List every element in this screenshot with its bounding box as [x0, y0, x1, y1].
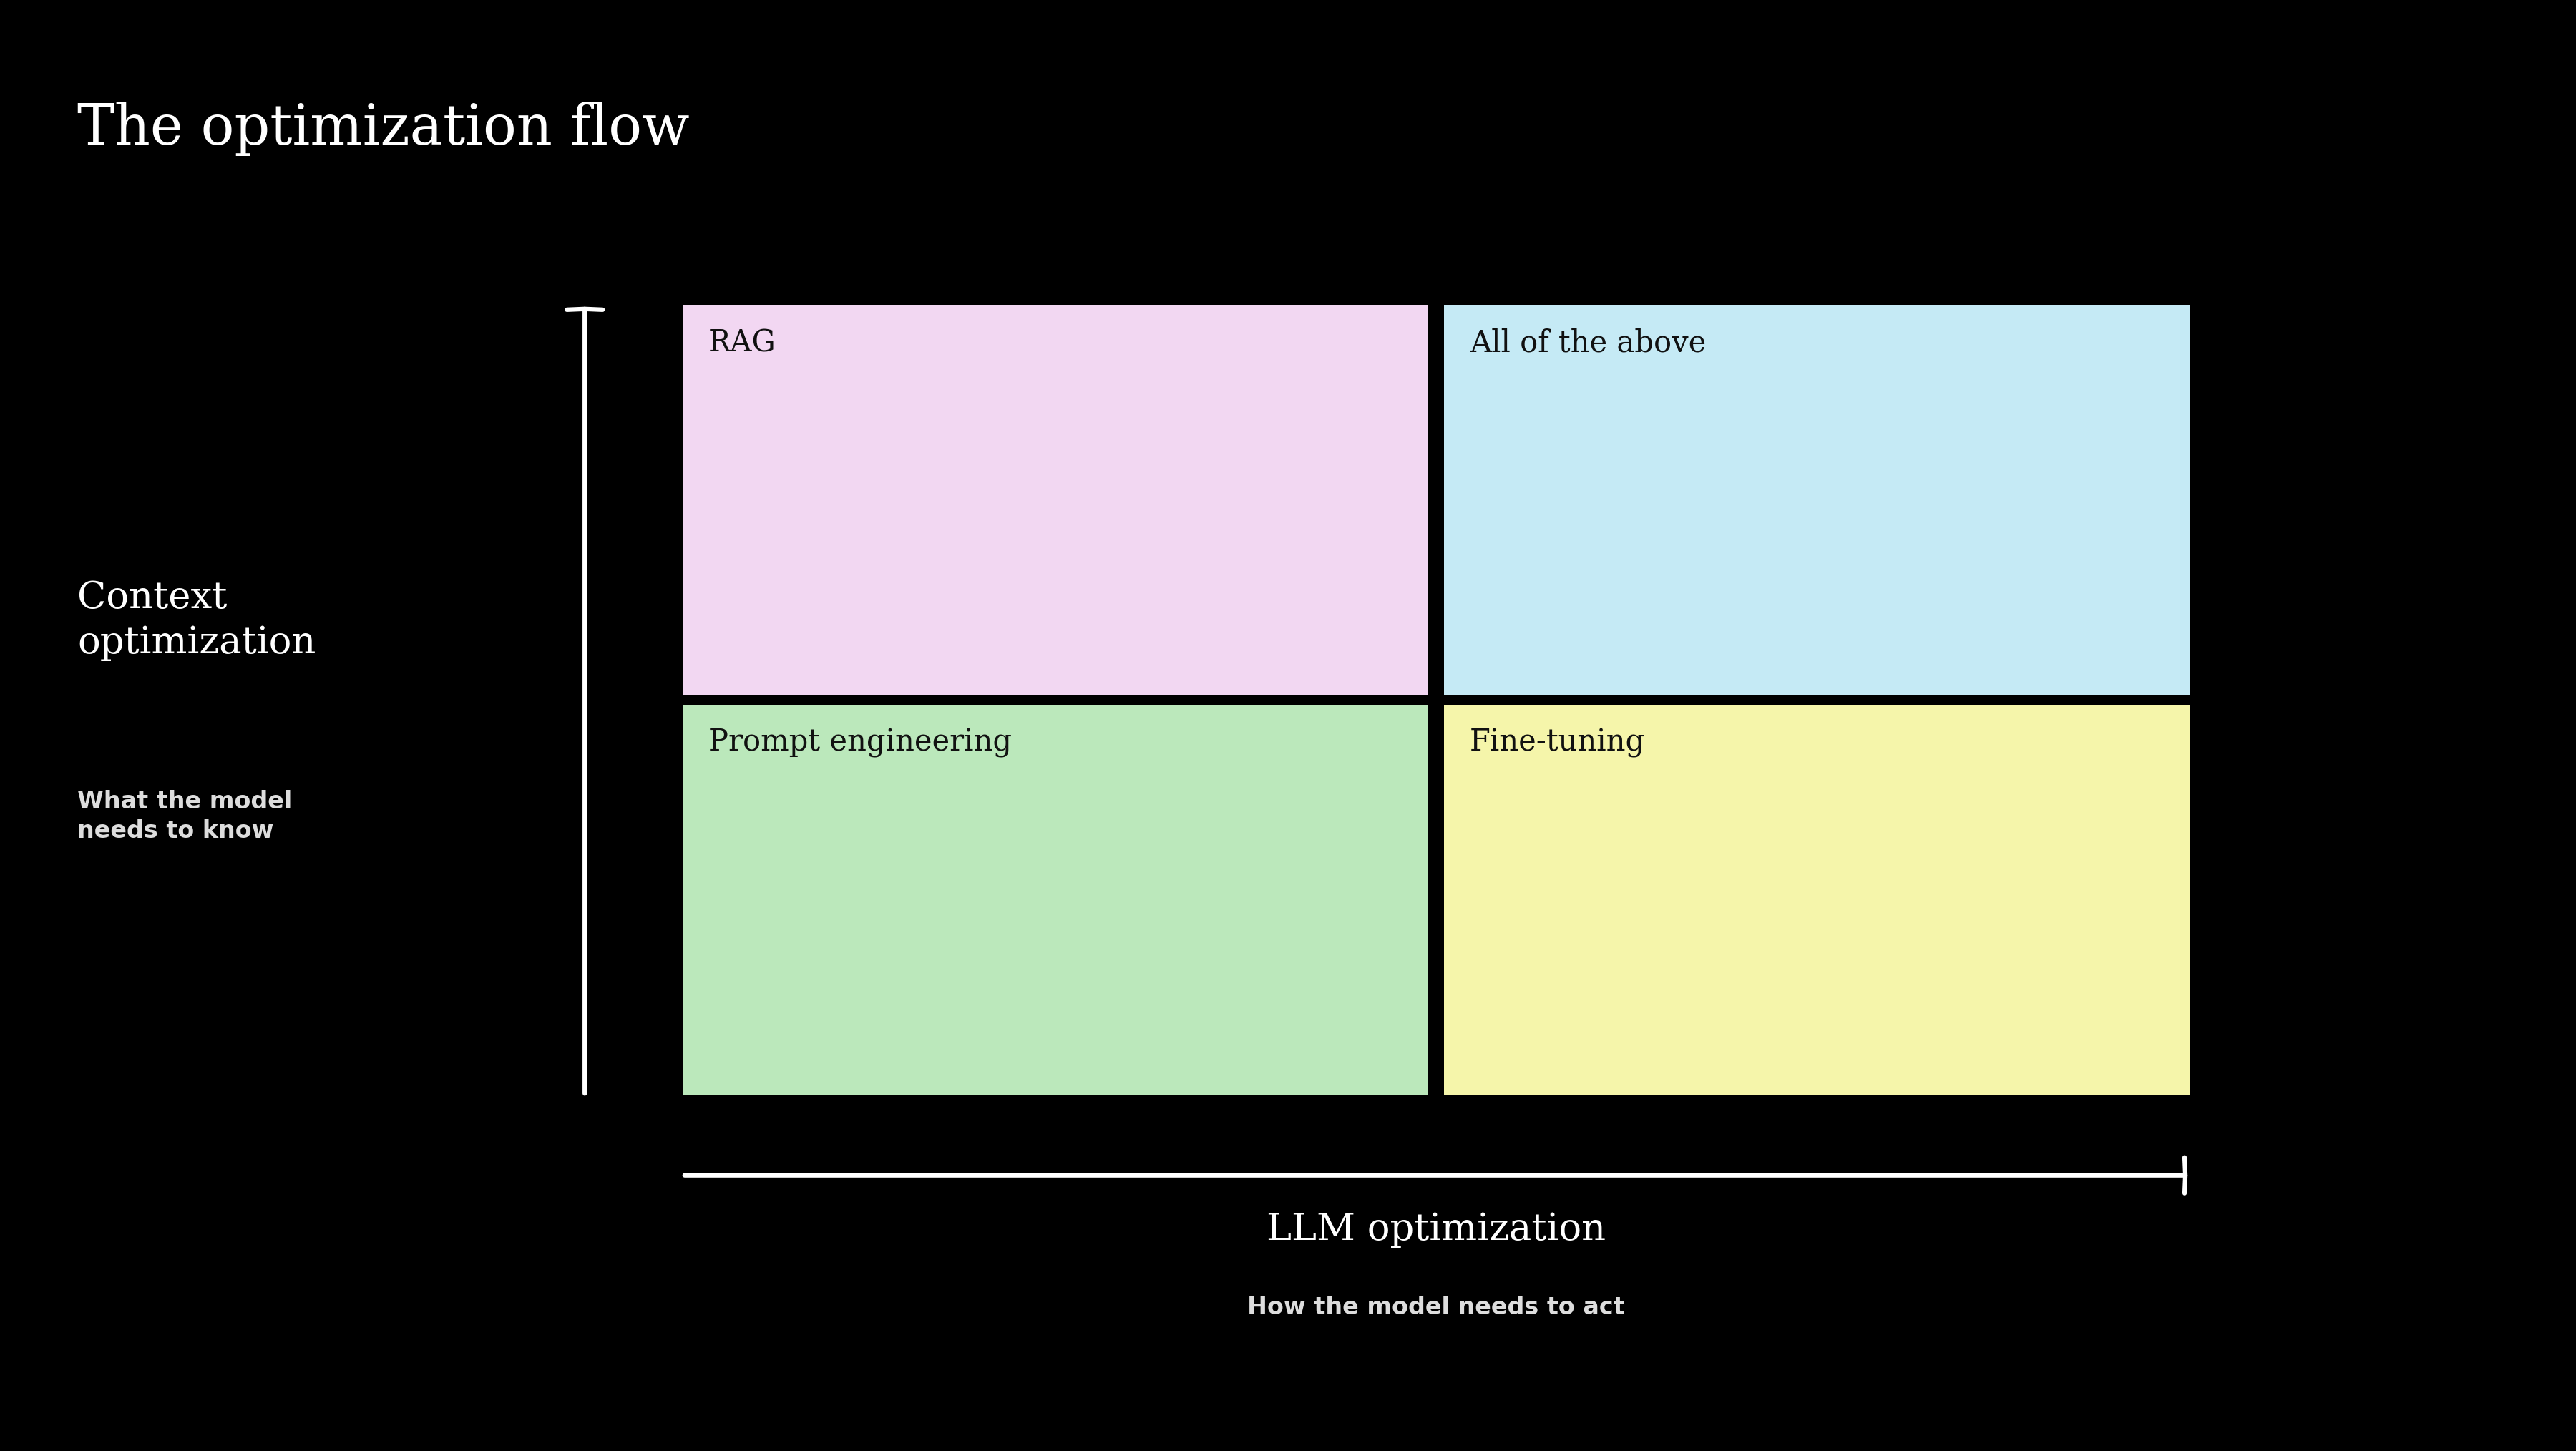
Text: How the model needs to act: How the model needs to act [1247, 1296, 1625, 1319]
Text: LLM optimization: LLM optimization [1267, 1212, 1605, 1248]
Text: Fine-tuning: Fine-tuning [1468, 728, 1646, 757]
Text: What the model
needs to know: What the model needs to know [77, 789, 291, 843]
Text: The optimization flow: The optimization flow [77, 102, 690, 155]
Text: All of the above: All of the above [1468, 328, 1705, 358]
Text: Context
optimization: Context optimization [77, 579, 317, 662]
Text: Prompt engineering: Prompt engineering [708, 728, 1012, 757]
Text: RAG: RAG [708, 328, 775, 358]
